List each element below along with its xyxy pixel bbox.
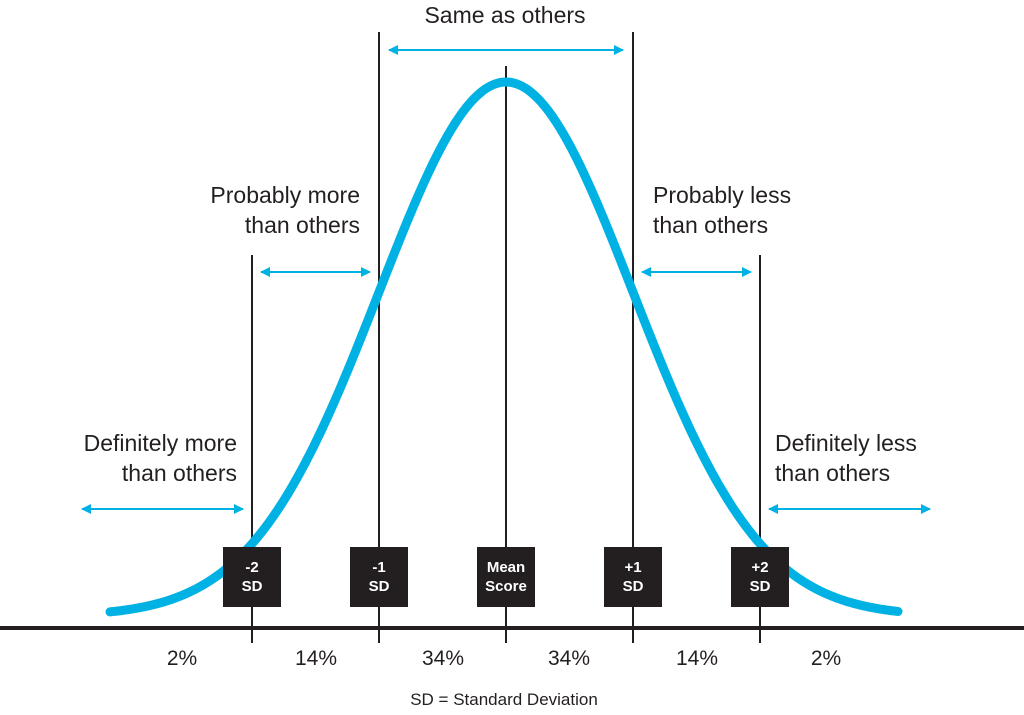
- definitely-less-line-1: Definitely less: [775, 430, 917, 456]
- probably-more-line-1: Probably more: [210, 182, 360, 208]
- marker-line-2: SD: [749, 578, 771, 595]
- marker-line-2: SD: [368, 578, 390, 595]
- marker-plus-2-sd: +2 SD: [731, 547, 789, 607]
- definitely-less-label: Definitely less than others: [775, 428, 917, 488]
- marker-line-1: Mean: [486, 559, 526, 576]
- marker-line-2: SD: [241, 578, 263, 595]
- footnote: SD = Standard Deviation: [410, 690, 598, 709]
- definitely-less-line-2: than others: [775, 460, 891, 486]
- marker-line-1: +2: [751, 559, 769, 576]
- marker-mean-score: Mean Score: [477, 547, 535, 607]
- percent-label: 2%: [166, 647, 198, 670]
- percent-label: 34%: [421, 647, 465, 670]
- probably-less-line-2: than others: [653, 212, 769, 238]
- marker-plus-1-sd: +1 SD: [604, 547, 662, 607]
- marker-line-1: -2: [245, 559, 259, 576]
- probably-less-line-1: Probably less: [653, 182, 792, 208]
- definitely-more-line-2: than others: [121, 460, 237, 486]
- percent-label: 2%: [810, 647, 842, 670]
- probably-less-label: Probably less than others: [653, 180, 791, 240]
- percent-label: 34%: [547, 647, 591, 670]
- marker-line-2: SD: [622, 578, 644, 595]
- same-as-others-label: Same as others: [424, 2, 586, 28]
- definitely-more-line-1: Definitely more: [83, 430, 237, 456]
- probably-more-label: Probably more than others: [210, 180, 360, 240]
- marker-line-1: +1: [624, 559, 642, 576]
- percent-label: 14%: [675, 647, 719, 670]
- marker-minus-1-sd: -1 SD: [350, 547, 408, 607]
- bell-curve: [105, 77, 903, 617]
- probably-more-line-2: than others: [244, 212, 360, 238]
- marker-line-1: -1: [372, 559, 386, 576]
- definitely-more-label: Definitely more than others: [84, 428, 237, 488]
- percent-label: 14%: [294, 647, 338, 670]
- marker-minus-2-sd: -2 SD: [223, 547, 281, 607]
- marker-line-2: Score: [485, 578, 527, 595]
